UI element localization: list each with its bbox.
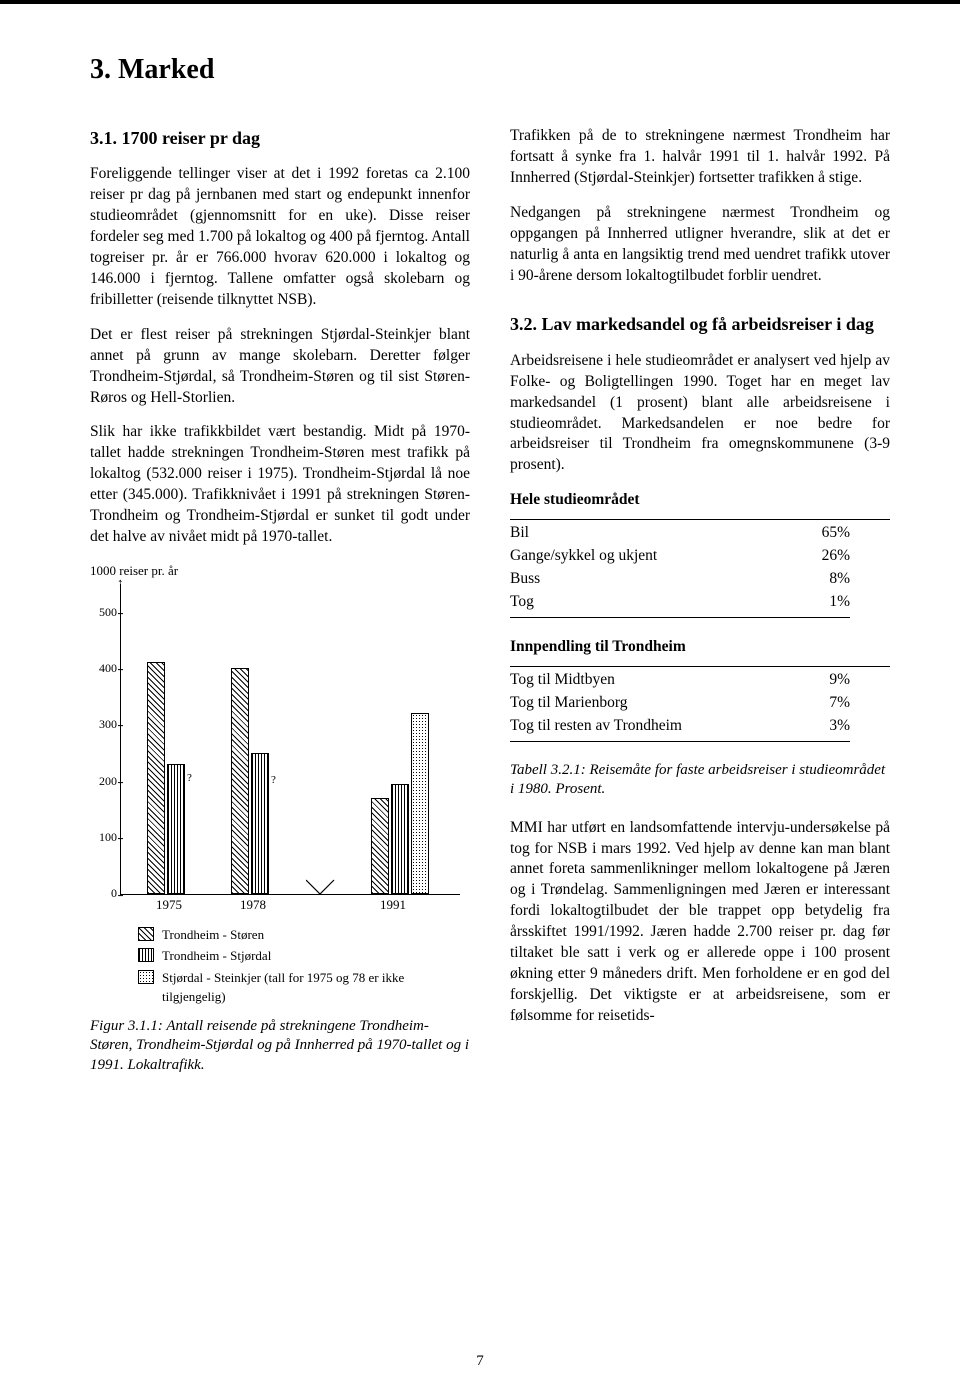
para-3-1-a: Foreliggende tellinger viser at det i 19… [90, 164, 470, 310]
bar-group: ? [231, 668, 275, 893]
figure-caption: Figur 3.1.1: Antall reisende på streknin… [90, 1017, 470, 1076]
row-value: 7% [791, 692, 890, 715]
table-row: Tog til Midtbyen9% [510, 669, 890, 692]
axis-break-icon [306, 878, 346, 896]
para-r4: MMI har utført en landsomfattende interv… [510, 818, 890, 1027]
x-label: 1975 [156, 896, 182, 914]
row-label: Gange/sykkel og ukjent [510, 545, 769, 568]
bar-stjordal [391, 784, 409, 894]
table-row: Tog1% [510, 591, 890, 614]
row-label: Bil [510, 522, 769, 545]
bar-storen [371, 798, 389, 894]
bar-storen [147, 662, 165, 893]
table-hele-studieomradet: Bil65%Gange/sykkel og ukjent26%Buss8%Tog… [510, 522, 890, 621]
para-r2: Nedgangen på strekningene nærmest Trondh… [510, 203, 890, 287]
y-tick: 400 [87, 660, 117, 676]
y-tick: 300 [87, 716, 117, 732]
row-label: Tog til resten av Trondheim [510, 715, 791, 738]
row-value: 65% [769, 522, 890, 545]
legend-item: Stjørdal - Steinkjer (tall for 1975 og 7… [138, 968, 470, 1007]
bar-stjordal [167, 764, 185, 894]
page-number: 7 [0, 1353, 960, 1370]
missing-marker: ? [271, 773, 275, 788]
table-row: Tog til resten av Trondheim3% [510, 715, 890, 738]
para-3-1-b: Det er flest reiser på strekningen Stjør… [90, 325, 470, 409]
bar-chart: 1000 reiser pr. år ↑ 0 100 200 300 400 500? 19… [90, 562, 470, 1075]
bar-storen [231, 668, 249, 893]
legend-label: Trondheim - Stjørdal [162, 946, 271, 966]
y-tick: 500 [87, 604, 117, 620]
left-column: 3.1. 1700 reiser pr dag Foreliggende tel… [90, 126, 470, 1075]
bar-stjordal [251, 753, 269, 894]
row-label: Tog til Marienborg [510, 692, 791, 715]
missing-marker: ? [187, 771, 191, 786]
y-tick: 200 [87, 773, 117, 789]
table2-title: Innpendling til Trondheim [510, 637, 890, 658]
row-label: Tog til Midtbyen [510, 669, 791, 692]
heading-3-2: 3.2. Lav markedsandel og få arbeidsreise… [510, 312, 890, 336]
axis-arrow-icon: ↑ [117, 574, 124, 592]
legend-swatch [138, 970, 154, 984]
bar-group [371, 713, 429, 893]
row-value: 1% [769, 591, 890, 614]
legend-swatch [138, 948, 154, 962]
row-value: 8% [769, 568, 890, 591]
y-tick: 0 [87, 885, 117, 901]
x-label: 1978 [240, 896, 266, 914]
table-innpendling: Tog til Midtbyen9%Tog til Marienborg7%To… [510, 669, 890, 745]
legend-label: Trondheim - Støren [162, 925, 264, 945]
legend-item: Trondheim - Støren [138, 925, 470, 945]
y-tick: 100 [87, 829, 117, 845]
legend-label: Stjørdal - Steinkjer (tall for 1975 og 7… [162, 968, 470, 1007]
table-row: Tog til Marienborg7% [510, 692, 890, 715]
table-caption: Tabell 3.2.1: Reisemåte for faste arbeid… [510, 761, 890, 800]
heading-3-1: 3.1. 1700 reiser pr dag [90, 126, 470, 150]
row-value: 9% [791, 669, 890, 692]
right-column: Trafikken på de to strekningene nærmest … [510, 126, 890, 1075]
table1-title: Hele studieområdet [510, 490, 890, 511]
para-r3: Arbeidsreisene i hele studieområdet er a… [510, 351, 890, 477]
chart-y-label: 1000 reiser pr. år [90, 562, 470, 580]
chart-legend: Trondheim - StørenTrondheim - StjørdalSt… [138, 925, 470, 1007]
row-label: Tog [510, 591, 769, 614]
table-row: Buss8% [510, 568, 890, 591]
table-row: Gange/sykkel og ukjent26% [510, 545, 890, 568]
row-value: 26% [769, 545, 890, 568]
section-title: 3. Marked [90, 54, 890, 86]
para-r1: Trafikken på de to strekningene nærmest … [510, 126, 890, 189]
legend-swatch [138, 927, 154, 941]
table-row: Bil65% [510, 522, 890, 545]
bar-group: ? [147, 662, 191, 893]
row-value: 3% [791, 715, 890, 738]
bar-steinkjer [411, 713, 429, 893]
x-label: 1991 [380, 896, 406, 914]
para-3-1-c: Slik har ikke trafikkbildet vært bestand… [90, 422, 470, 548]
row-label: Buss [510, 568, 769, 591]
legend-item: Trondheim - Stjørdal [138, 946, 470, 966]
